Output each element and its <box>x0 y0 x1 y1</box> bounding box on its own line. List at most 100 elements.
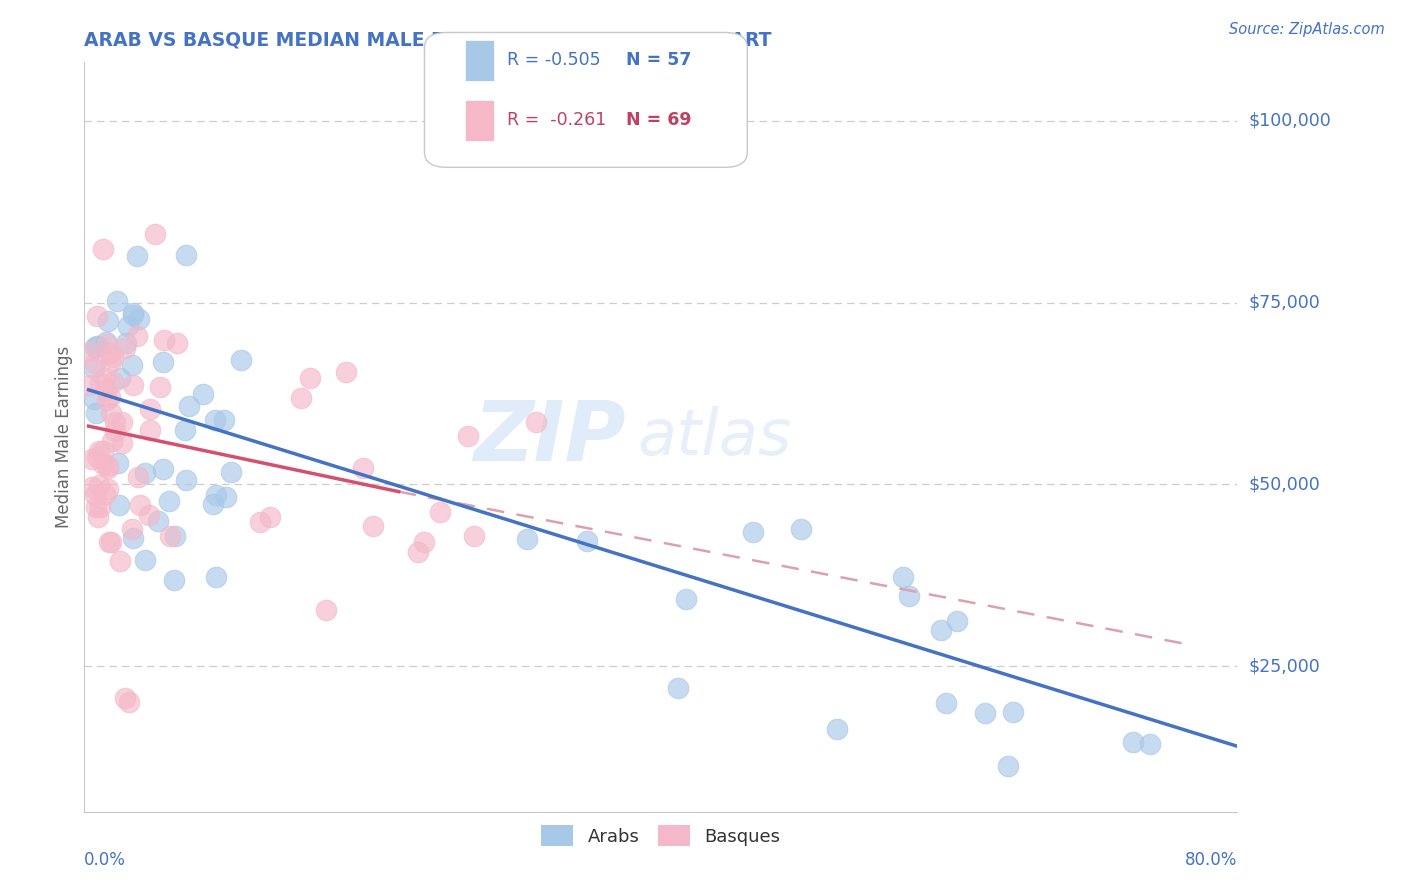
Point <box>974 706 997 721</box>
Point <box>204 412 226 426</box>
Point <box>825 722 848 736</box>
Point <box>931 623 953 637</box>
Point <box>299 371 322 385</box>
Point <box>127 329 149 343</box>
Point <box>110 436 132 450</box>
Point <box>103 350 125 364</box>
Point <box>408 545 430 559</box>
Point <box>174 473 197 487</box>
Point <box>352 461 374 475</box>
Text: $75,000: $75,000 <box>1249 293 1320 311</box>
Point <box>110 554 132 568</box>
Point <box>122 377 145 392</box>
Point <box>83 488 105 502</box>
Point <box>134 466 156 480</box>
Point <box>134 553 156 567</box>
Point <box>335 365 357 379</box>
Point <box>114 341 136 355</box>
Point <box>89 500 111 514</box>
Point <box>290 391 312 405</box>
Point <box>935 696 957 710</box>
Point <box>201 496 224 510</box>
Text: R = -0.505: R = -0.505 <box>508 51 602 70</box>
Point <box>127 469 149 483</box>
Point <box>89 376 111 391</box>
Point <box>412 535 434 549</box>
Point <box>524 415 547 429</box>
Point <box>101 434 124 449</box>
Point <box>152 461 174 475</box>
Point <box>91 457 114 471</box>
Point <box>1002 705 1025 719</box>
Point <box>149 380 172 394</box>
Point <box>1122 735 1144 749</box>
Point <box>205 488 228 502</box>
Point <box>129 498 152 512</box>
Point <box>159 529 181 543</box>
Point <box>83 360 105 375</box>
Point <box>97 458 120 473</box>
Point <box>121 522 143 536</box>
Point <box>790 522 813 536</box>
Point <box>138 508 160 522</box>
Point <box>80 480 103 494</box>
Point <box>86 406 108 420</box>
Point <box>163 529 186 543</box>
FancyBboxPatch shape <box>465 40 494 81</box>
Y-axis label: Median Male Earnings: Median Male Earnings <box>55 346 73 528</box>
Point <box>897 589 920 603</box>
Point <box>174 248 197 262</box>
Point <box>83 340 105 354</box>
Point <box>121 358 143 372</box>
Point <box>115 335 138 350</box>
Point <box>117 318 139 333</box>
Point <box>118 694 141 708</box>
Point <box>891 570 914 584</box>
Point <box>122 532 145 546</box>
Point <box>457 429 479 443</box>
Text: N = 69: N = 69 <box>626 112 692 129</box>
Text: $25,000: $25,000 <box>1249 657 1320 675</box>
Point <box>229 353 252 368</box>
Point <box>429 505 451 519</box>
Point <box>153 334 176 348</box>
Point <box>110 415 132 429</box>
Point <box>79 378 101 392</box>
Point <box>463 529 485 543</box>
Point <box>163 574 186 588</box>
Point <box>173 423 195 437</box>
Point <box>98 346 121 360</box>
Point <box>107 498 129 512</box>
Text: $100,000: $100,000 <box>1249 112 1331 129</box>
Point <box>122 305 145 319</box>
Point <box>249 516 271 530</box>
Text: atlas: atlas <box>638 406 792 468</box>
Point <box>87 510 110 524</box>
Point <box>204 570 226 584</box>
Point <box>191 387 214 401</box>
Point <box>125 249 148 263</box>
Point <box>214 413 236 427</box>
Point <box>1139 737 1161 751</box>
Point <box>94 383 117 397</box>
Point <box>84 500 107 514</box>
Point <box>86 450 108 465</box>
Point <box>83 392 105 406</box>
Text: ARAB VS BASQUE MEDIAN MALE EARNINGS CORRELATION CHART: ARAB VS BASQUE MEDIAN MALE EARNINGS CORR… <box>84 30 772 50</box>
Point <box>139 423 162 437</box>
Point <box>215 490 238 504</box>
Point <box>741 525 763 540</box>
Point <box>177 399 200 413</box>
Point <box>97 482 120 496</box>
Point <box>516 533 538 547</box>
Point <box>139 402 162 417</box>
Point <box>946 614 969 628</box>
Point <box>575 533 598 548</box>
Point <box>675 591 697 606</box>
Text: 0.0%: 0.0% <box>84 851 127 869</box>
Point <box>96 393 118 408</box>
Point <box>315 603 337 617</box>
Point <box>997 758 1019 772</box>
FancyBboxPatch shape <box>465 100 494 141</box>
Point <box>86 339 108 353</box>
